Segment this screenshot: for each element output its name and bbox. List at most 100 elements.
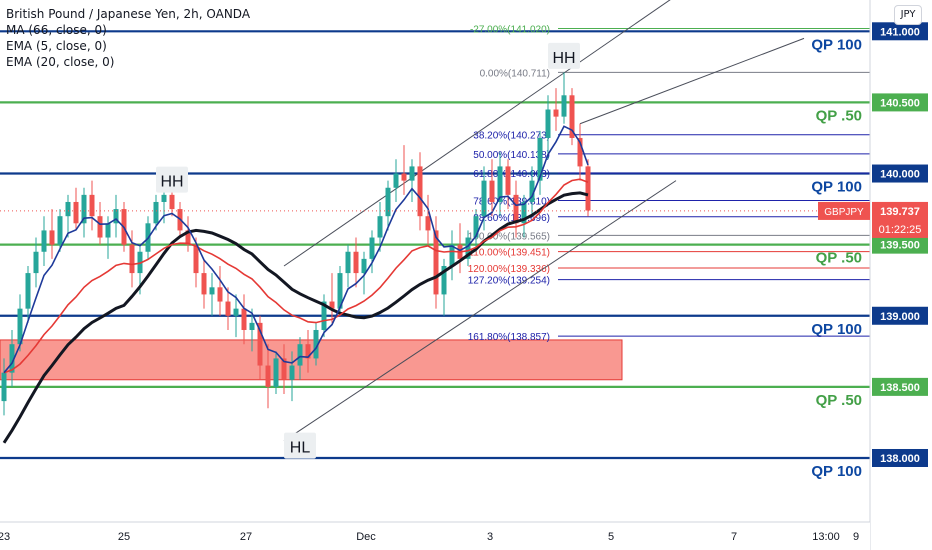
candle-body-27 (217, 287, 223, 302)
time-axis-bg (0, 522, 870, 550)
price-tick-1: 140.000 (880, 169, 920, 181)
time-tick-2: 27 (240, 531, 252, 543)
candle-body-24 (193, 244, 199, 274)
price-tick-0: 140.500 (880, 97, 920, 109)
candle-body-63 (505, 166, 511, 195)
fib-label-1: 0.00%(140.711) (480, 68, 550, 79)
candle-body-71 (569, 95, 575, 138)
price-tick-bg-3 (872, 306, 928, 325)
candle-body-23 (185, 230, 191, 245)
level-label-0: QP 100 (811, 36, 862, 53)
candle-body-64 (513, 194, 519, 224)
candle-body-8 (65, 201, 71, 217)
level-label-2: QP 100 (811, 179, 862, 196)
channel-line-1 (283, 0, 671, 267)
price-tick-5: 138.000 (880, 453, 920, 465)
candle-body-32 (257, 322, 263, 366)
price-axis-bg (870, 0, 932, 550)
candle-body-59 (473, 216, 479, 238)
symbol-title: British Pound / Japanese Yen, 2h, OANDA (6, 7, 251, 21)
candle-body-42 (337, 273, 343, 309)
fib-label-10: 127.20%(139.254) (468, 276, 550, 287)
candle-body-4 (33, 251, 39, 274)
candle-body-51 (409, 166, 415, 181)
candle-body-41 (329, 301, 335, 309)
candle-body-34 (273, 358, 279, 387)
ticker-badge: GBPJPY (824, 207, 864, 218)
candle-body-58 (465, 237, 471, 259)
time-tick-4: 3 (487, 531, 493, 543)
time-tick-6: 7 (731, 531, 737, 543)
candle-body-35 (281, 358, 287, 380)
ema-5-line (3, 125, 589, 374)
candle-body-38 (305, 344, 311, 359)
candle-body-55 (441, 265, 447, 295)
annotation-1: HH (552, 50, 575, 67)
time-tick-5: 5 (608, 531, 614, 543)
price-tick-2: 139.500 (880, 240, 920, 252)
price-tick-4: 138.500 (880, 382, 920, 394)
candle-body-12 (97, 216, 103, 238)
candle-body-19 (153, 201, 159, 224)
level-label-4: QP 100 (811, 321, 862, 338)
candle-body-54 (433, 230, 439, 295)
candle-body-50 (401, 173, 407, 181)
time-tick-1: 25 (118, 531, 130, 543)
fib-label-3: 50.00%(140.138) (473, 150, 550, 161)
candle-body-28 (225, 301, 231, 316)
annotation-box-2 (284, 432, 316, 459)
candle-body-16 (129, 244, 135, 274)
candle-body-70 (561, 95, 567, 117)
candle-body-21 (169, 194, 175, 210)
candle-body-31 (249, 322, 255, 330)
fib-label-6: 88.60%(139.696) (473, 213, 550, 224)
candle-body-5 (41, 230, 47, 252)
candle-body-30 (241, 308, 247, 330)
price-tick-bg-5 (872, 448, 928, 467)
candle-body-6 (49, 230, 55, 245)
ema-5-legend[interactable]: EMA (5, close, 0) (6, 39, 107, 53)
candle-body-69 (553, 109, 559, 117)
ma-66-legend[interactable]: MA (66, close, 0) (6, 23, 107, 37)
candle-body-3 (25, 273, 31, 309)
candle-body-60 (481, 180, 487, 217)
countdown-label: 01:22:25 (879, 224, 922, 236)
candle-body-40 (321, 301, 327, 330)
candle-body-65 (521, 201, 527, 224)
candle-body-13 (105, 223, 111, 238)
price-tick-bg-1 (872, 164, 928, 183)
time-tick-7: 9 (853, 531, 859, 543)
candle-body-9 (73, 201, 79, 224)
candle-body-73 (585, 166, 591, 211)
channel-line-0 (283, 180, 677, 442)
currency-badge[interactable]: JPY (894, 5, 922, 25)
annotation-0: HH (160, 174, 183, 191)
candle-body-26 (209, 287, 215, 295)
candle-body-48 (385, 187, 391, 217)
candle-body-61 (489, 180, 495, 202)
candle-body-0 (1, 372, 7, 402)
demand-zone (0, 339, 623, 381)
fib-label-2: 38.20%(140.273) (473, 131, 550, 142)
time-tick-8: 13:00 (812, 531, 840, 543)
candle-body-56 (449, 244, 455, 266)
fib-label-11: 161.80%(138.857) (468, 332, 550, 343)
candle-body-62 (497, 166, 503, 202)
candle-body-11 (89, 194, 95, 217)
last-price-label: 139.737 (880, 206, 920, 218)
candle-body-68 (545, 109, 551, 138)
candle-body-14 (113, 209, 119, 224)
candle-body-25 (201, 273, 207, 295)
price-tick-bg-2 (872, 235, 928, 254)
ticker-badge-bg (818, 201, 870, 220)
candle-body-45 (361, 258, 367, 274)
candle-body-72 (577, 137, 583, 167)
fib-label-4: 61.80%(140.003) (473, 169, 550, 180)
candle-body-33 (265, 365, 271, 387)
candle-body-37 (297, 344, 303, 366)
ema-20-legend[interactable]: EMA (20, close, 0) (6, 55, 115, 69)
level-label-1: QP .50 (816, 107, 862, 124)
candle-body-1 (9, 344, 15, 373)
candle-body-20 (161, 194, 167, 202)
